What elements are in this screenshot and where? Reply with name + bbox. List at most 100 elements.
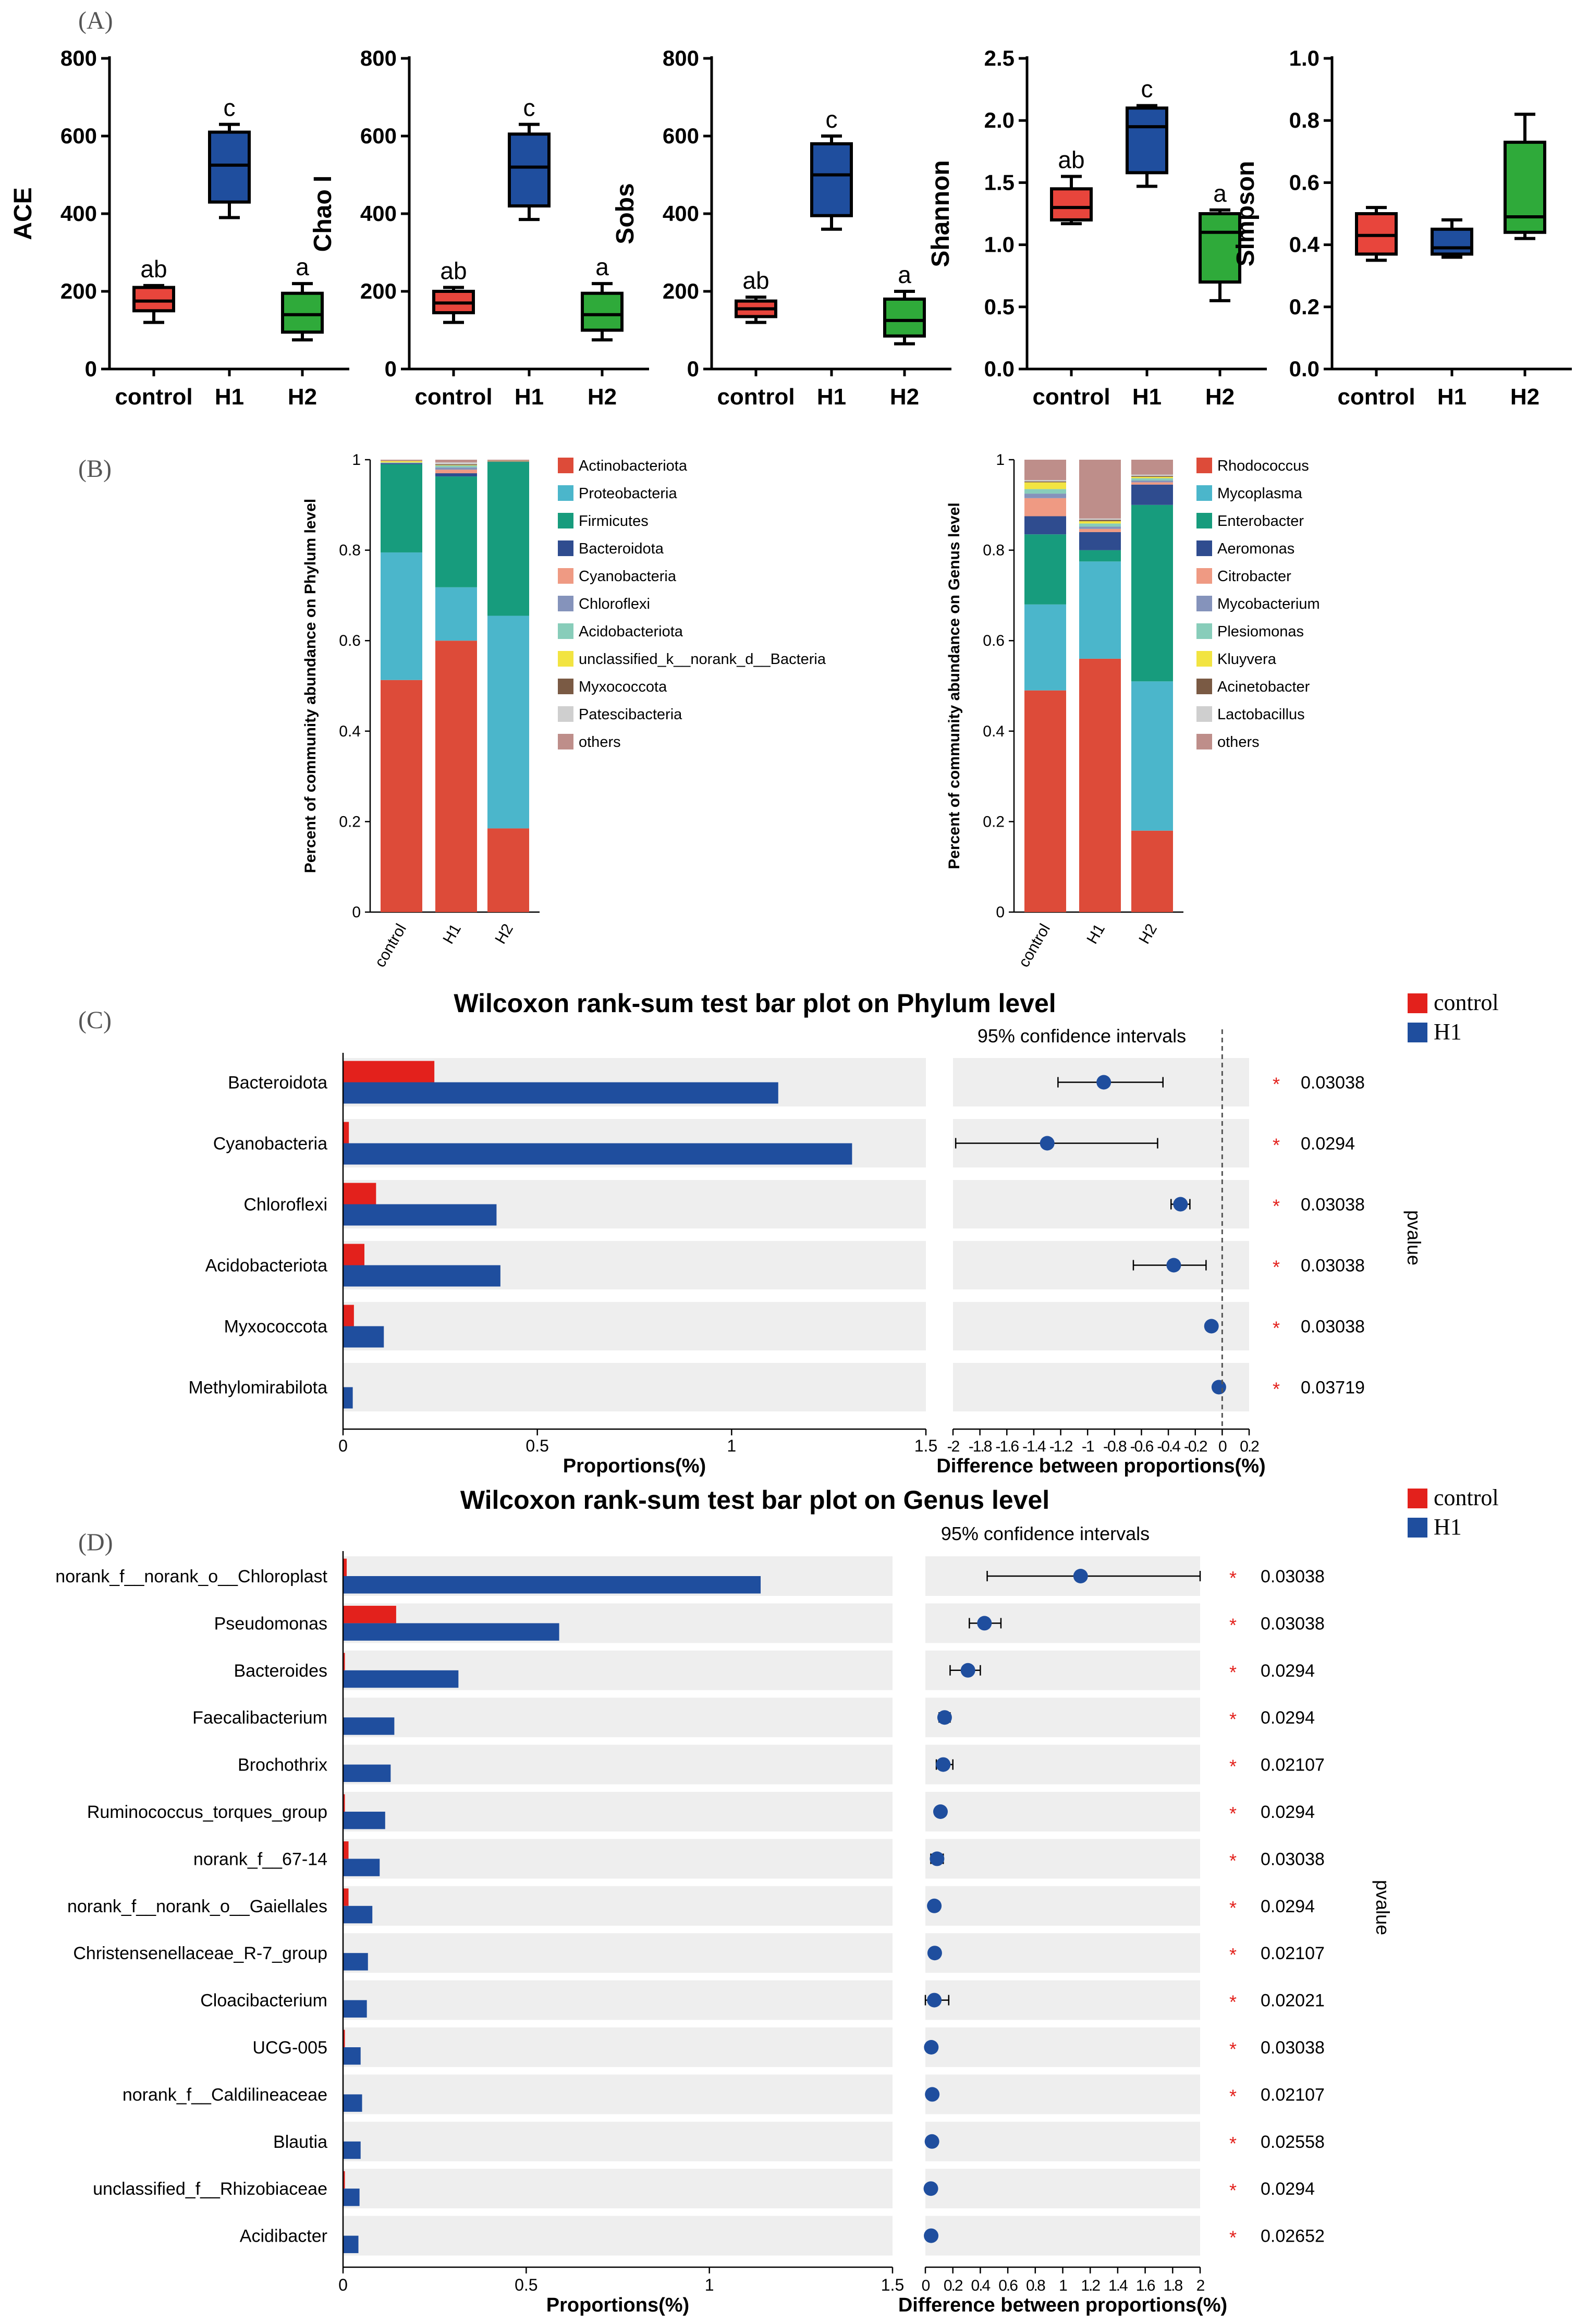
bar-h1 [343, 1387, 353, 1409]
diff-point [1204, 1319, 1219, 1334]
row-band-left [343, 1886, 893, 1926]
significance-star: * [1273, 1318, 1280, 1339]
legend-swatch [1196, 596, 1212, 611]
y-tick-label: 0.8 [339, 542, 361, 559]
y-axis-title: Shannon [927, 160, 955, 267]
diff-point [930, 1851, 945, 1866]
bar-h1 [343, 1326, 384, 1348]
stack-segment-H2 [487, 828, 529, 912]
community-stacked-bars: 0 0.2 0.4 0.6 0.8 1 Percent of community abund… [302, 451, 1320, 970]
legend-swatch [1196, 568, 1212, 584]
stack-segment-H1 [1079, 521, 1121, 524]
stack-segment-H2 [487, 461, 529, 462]
row-label: Bacteroides [234, 1661, 327, 1681]
legend-label-h1: H1 [1434, 1514, 1462, 1540]
stack-segment-H1 [435, 464, 477, 465]
legend-swatch [1196, 706, 1212, 722]
legend-swatch [558, 485, 573, 501]
x-tick-label: H1 [1132, 384, 1162, 410]
legend-label: Citrobacter [1217, 568, 1291, 585]
significance-letter: a [898, 261, 911, 288]
right-x-axis-title: Difference between proportions(%) [936, 1455, 1265, 1477]
right-x-tick-label: 1.8 [1163, 2277, 1182, 2294]
x-tick-label: H2 [1135, 921, 1160, 947]
bar-control [343, 2030, 345, 2047]
x-tick-label: control [1032, 384, 1110, 410]
diff-point [925, 2087, 940, 2102]
legend-label: Firmicutes [579, 513, 649, 530]
row-band-right [925, 2027, 1200, 2067]
panel-label-b: (B) [78, 455, 112, 483]
bar-control [343, 1653, 345, 1670]
diff-point [977, 1616, 992, 1631]
x-tick-label: H2 [588, 384, 617, 410]
stack-segment-control [1024, 480, 1066, 482]
diff-point [960, 1663, 975, 1678]
row-label: Blautia [273, 2132, 327, 2152]
row-label: norank_f__norank_o__Chloroplast [55, 1567, 327, 1587]
x-tick-label: H2 [1510, 384, 1540, 410]
right-x-tick-label: 1.6 [1136, 2277, 1155, 2294]
legend-label: Bacteroidota [579, 540, 664, 557]
box-H1 [1126, 106, 1168, 175]
stack-segment-H1 [435, 460, 477, 463]
box-H1 [1431, 227, 1473, 256]
boxplot-shannon: 0.0 0.5 1.0 1.5 2.0 2.5 Shannon control ab H1 c H2 a [927, 46, 1267, 410]
legend-label-h1: H1 [1434, 1019, 1462, 1044]
diff-point [927, 1898, 942, 1913]
x-tick-label: H1 [1437, 384, 1467, 410]
legend-label-control: control [1434, 1485, 1499, 1510]
stack-segment-H1 [435, 462, 477, 464]
y-tick-label: 600 [360, 124, 397, 148]
right-x-tick-label: -1.8 [969, 1438, 992, 1455]
legend-label-control: control [1434, 990, 1499, 1015]
p-value: 0.02107 [1261, 1755, 1325, 1775]
left-x-axis-title: Proportions(%) [563, 1455, 706, 1477]
legend-label: Actinobacteriota [579, 458, 688, 474]
significance-star: * [1229, 2133, 1237, 2154]
ci-label: 95% confidence intervals [941, 1523, 1150, 1544]
panel-label-a: (A) [78, 7, 113, 34]
row-label: Pseudomonas [214, 1614, 327, 1633]
bar-h1 [343, 1670, 459, 1688]
legend-swatch [1196, 679, 1212, 694]
legend-label: Patescibacteria [579, 706, 682, 723]
significance-star: * [1229, 1944, 1237, 1965]
y-tick-label: 0.0 [1289, 356, 1320, 381]
legend-swatch [1196, 651, 1212, 667]
diff-point [927, 1993, 942, 2008]
row-band-right [925, 1698, 1200, 1738]
bar-control [343, 1305, 354, 1326]
legend-swatch [1196, 540, 1212, 556]
box-H2 [281, 291, 324, 334]
box-H2 [1504, 140, 1546, 234]
diff-point [1173, 1197, 1188, 1212]
diff-point [927, 1946, 942, 1961]
row-label: Christensenellaceae_R-7_group [73, 1944, 327, 1963]
p-value: 0.02021 [1261, 1991, 1325, 2011]
x-tick-label: control [1337, 384, 1415, 410]
stack-segment-H2 [1131, 830, 1173, 912]
p-value: 0.03038 [1261, 1849, 1325, 1869]
stack-segment-H1 [435, 476, 477, 587]
legend-swatch-control [1408, 1489, 1427, 1508]
row-label: UCG-005 [252, 2038, 327, 2058]
y-tick-label: 1.0 [1289, 46, 1320, 70]
stack-segment-H1 [1079, 523, 1121, 527]
p-value: 0.0294 [1261, 1661, 1315, 1681]
y-tick-label: 0.6 [1289, 170, 1320, 194]
right-x-tick-label: -0.6 [1130, 1438, 1154, 1455]
significance-letter: a [296, 253, 309, 280]
box-H2 [1199, 212, 1241, 284]
legend-label: Kluyvera [1217, 651, 1277, 668]
box-control [132, 286, 175, 313]
bar-control [343, 1122, 349, 1143]
y-tick-label: 2.0 [984, 108, 1015, 132]
bar-control [343, 1244, 364, 1265]
y-tick-label: 0.4 [983, 723, 1005, 740]
row-band-right [925, 1603, 1200, 1643]
left-x-tick-label: 1 [727, 1436, 736, 1455]
bar-h1 [343, 2047, 361, 2065]
box-H1 [810, 142, 853, 217]
